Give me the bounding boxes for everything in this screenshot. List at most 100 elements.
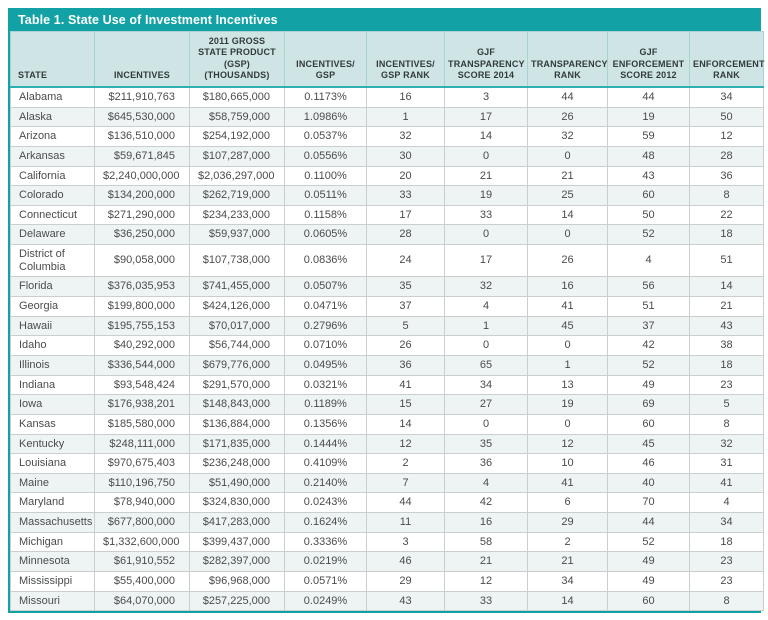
state-cell: Colorado [10,185,95,206]
incentives-table: STATE INCENTIVES 2011 GROSS STATE PRODUCT … [10,31,765,612]
table-cell: 0.1356% [284,413,367,435]
table-cell: $257,225,000 [189,590,285,612]
table-row: Idaho $40,292,000 $56,744,000 0.0710% 26 0 0 42… [10,335,764,356]
table-cell: 56 [607,276,690,298]
table-cell: $185,580,000 [94,413,190,435]
table-row: Louisiana $970,675,403 $236,248,000 0.4109%… [10,453,764,474]
table-cell: 10 [527,453,608,474]
table-cell: 51 [689,244,764,278]
table-cell: 0.0836% [284,244,367,278]
table-cell: 0.0249% [284,590,367,612]
table-cell: 14 [366,413,445,435]
table-cell: 49 [607,571,690,592]
table-cell: $40,292,000 [94,335,190,356]
table-cell: 42 [607,335,690,356]
table-cell: 38 [689,335,764,356]
table-cell: $93,548,424 [94,374,190,396]
table-cell: 0 [527,413,608,435]
table-cell: 12 [366,433,445,455]
table-cell: 0.2140% [284,472,367,494]
column-header: INCENTIVES/ GSP [284,31,367,88]
table-cell: $134,200,000 [94,185,190,206]
table-cell: 4 [607,244,690,278]
table-cell: 6 [527,492,608,514]
table-cell: 4 [444,472,528,494]
state-cell: Hawaii [10,315,95,337]
table-cell: 13 [527,374,608,396]
table-cell: 2 [527,531,608,553]
table-cell: 24 [366,244,445,278]
table-row: Alaska $645,530,000 $58,759,000 1.0986% 1 17 2… [10,106,764,128]
table-cell: $336,544,000 [94,354,190,376]
table-cell: 44 [527,86,608,108]
state-cell: Alabama [10,86,95,108]
table-cell: 8 [689,413,764,435]
table-cell: 23 [689,571,764,592]
table-cell: $56,744,000 [189,335,285,356]
state-cell: Arizona [10,126,95,147]
table-cell: 27 [444,394,528,415]
table-cell: 59 [607,126,690,147]
table-cell: 16 [444,512,528,533]
table-row: Arizona $136,510,000 $254,192,000 0.0537% 32… [10,126,764,147]
table-cell: $59,937,000 [189,224,285,246]
table-body: Alabama $211,910,763 $180,665,000 0.1173% 16… [10,86,764,612]
table-cell: 52 [607,354,690,376]
table-cell: 51 [607,296,690,317]
table-cell: 0.0571% [284,571,367,592]
table-cell: 17 [366,204,445,226]
table-cell: $1,332,600,000 [94,531,190,553]
table-cell: 0.1444% [284,433,367,455]
table-cell: 18 [689,224,764,246]
table-cell: 50 [607,204,690,226]
column-header: GJF ENFORCEMENT SCORE 2012 [607,31,690,88]
table-cell: 17 [444,106,528,128]
table-row: Illinois $336,544,000 $679,776,000 0.0495% 3… [10,354,764,376]
table-cell: 0 [444,335,528,356]
table-cell: $645,530,000 [94,106,190,128]
table-cell: 44 [366,492,445,514]
table-cell: $107,287,000 [189,145,285,167]
table-header: STATE INCENTIVES 2011 GROSS STATE PRODUCT … [10,31,765,88]
table-cell: $176,938,201 [94,394,190,415]
table-cell: $417,283,000 [189,512,285,533]
table-cell: 21 [444,551,528,573]
column-header: ENFORCEMENT RANK [689,31,765,88]
table-cell: $107,738,000 [189,244,285,278]
state-cell: Maryland [10,492,95,514]
column-header: STATE [10,31,95,88]
table-cell: 0.0471% [284,296,367,317]
state-cell: Massachusetts [10,512,95,533]
table-cell: 8 [689,590,764,612]
column-header: GJF TRANSPARENCY SCORE 2014 [444,31,528,88]
table-row: Michigan $1,332,600,000 $399,437,000 0.3336… [10,531,764,553]
table-cell: 41 [366,374,445,396]
table-cell: 33 [444,590,528,612]
table-cell: 0 [444,413,528,435]
table-cell: 5 [366,315,445,337]
table-cell: $424,126,000 [189,296,285,317]
table-cell: 0.1173% [284,86,367,108]
table-cell: 12 [689,126,764,147]
state-cell: Missouri [10,590,95,612]
table-cell: 32 [689,433,764,455]
table-cell: 4 [689,492,764,514]
table-cell: $171,835,000 [189,433,285,455]
table-cell: $399,437,000 [189,531,285,553]
table-cell: $180,665,000 [189,86,285,108]
table-cell: $110,196,750 [94,472,190,494]
table-cell: 29 [366,571,445,592]
table-row: Mississippi $55,400,000 $96,968,000 0.0571%… [10,571,764,592]
table-cell: $90,058,000 [94,244,190,278]
table-cell: 0.0219% [284,551,367,573]
state-cell: Connecticut [10,204,95,226]
table-cell: 0 [527,335,608,356]
table-cell: 32 [527,126,608,147]
table-cell: 23 [689,374,764,396]
table-cell: 58 [444,531,528,553]
table-cell: 60 [607,413,690,435]
state-cell: Mississippi [10,571,95,592]
table-cell: $70,017,000 [189,315,285,337]
state-cell: Michigan [10,531,95,553]
column-header: TRANSPARENCY RANK [527,31,608,88]
